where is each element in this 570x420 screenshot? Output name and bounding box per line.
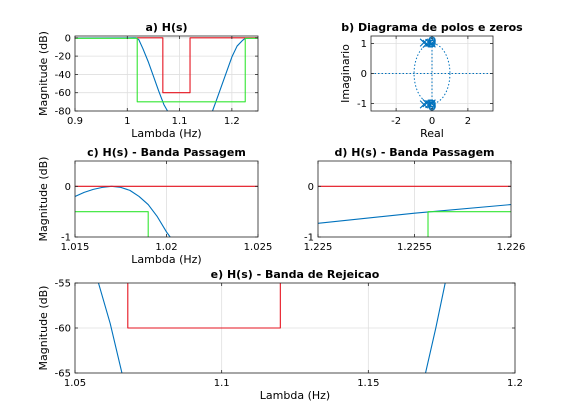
chart-title: a) H(s): [145, 21, 187, 34]
x-tick-label: 1.15: [357, 378, 379, 389]
panel-c-marks: [75, 185, 258, 237]
x-axis-label: Real: [420, 127, 444, 140]
series-spec_green-line: [427, 211, 511, 237]
series-spec_red-line: [127, 283, 281, 329]
x-tick-label: 1.015: [61, 242, 90, 253]
series-response-line: [318, 204, 511, 224]
y-tick-label: -1: [61, 233, 71, 244]
panel-a-frame: [74, 35, 259, 112]
series-response-line: [75, 185, 171, 237]
x-tick-label: 1: [124, 116, 130, 127]
x-tick-label: 0.9: [67, 116, 83, 127]
panel-e-marks: [97, 283, 446, 373]
x-tick-label: -2: [391, 116, 401, 127]
x-tick-label: 1.226: [497, 242, 526, 253]
x-tick-label: 1.225: [304, 242, 333, 253]
pole-marker: [427, 39, 436, 48]
y-tick-label: -65: [55, 369, 71, 380]
x-tick-label: 0: [429, 116, 435, 127]
series-response-line: [211, 37, 258, 111]
series-spec_green-line: [75, 211, 149, 237]
y-tick-label: 1: [361, 39, 367, 50]
panel-a-marks: [75, 37, 258, 111]
x-tick-label: 1.2255: [397, 242, 432, 253]
y-tick-label: -55: [55, 279, 71, 290]
y-axis-label: Magnitude (dB): [37, 286, 50, 371]
y-tick-label: -60: [55, 88, 71, 99]
x-axis-label: Lambda (Hz): [131, 127, 201, 140]
x-tick-label: 1.1: [172, 116, 188, 127]
panel-a: 0.9 1 1.1 1.2 0 -20 -40 -60 -80 a) H(s) Lambda (Hz…: [37, 21, 259, 140]
chart-title: b) Diagrama de polos e zeros: [341, 21, 523, 34]
y-tick-label: -40: [55, 70, 71, 81]
x-tick-label: 1.025: [244, 242, 273, 253]
x-axis-label: Lambda (Hz): [131, 253, 201, 266]
chart-title: e) H(s) - Banda de Rejeicao: [211, 268, 380, 281]
y-axis-label: Magnitude (dB): [37, 31, 50, 116]
pole-marker: [419, 38, 429, 47]
x-tick-label: 1.05: [64, 378, 86, 389]
series-response-line: [97, 283, 123, 373]
y-tick-label: 0: [65, 182, 71, 193]
series-response-line: [424, 283, 446, 373]
pole-marker: [419, 100, 429, 109]
panel-c: 1.015 1.02 1.025 0 -1 c) H(s) - Banda Passage…: [37, 146, 272, 266]
x-tick-label: 1.02: [155, 242, 177, 253]
x-tick-label: 2: [465, 116, 471, 127]
panel-d: 1.225 1.2255 1.226 0 -1 d) H(s) - Banda Passa…: [304, 146, 526, 253]
y-tick-label: -60: [55, 324, 71, 335]
y-tick-label: -1: [304, 233, 314, 244]
series-spec_green-line: [75, 37, 258, 103]
panel-d-marks: [318, 185, 511, 237]
x-tick-label: 1.2: [224, 116, 240, 127]
panel-b-marks: [371, 36, 493, 111]
x-tick-label: 1.1: [214, 378, 230, 389]
y-axis-label: Imaginario: [339, 44, 352, 103]
panel-e: 1.05 1.1 1.15 1.2 -55 -60 -65 e) H(s) - Banda d…: [37, 268, 523, 402]
y-tick-label: 0: [361, 69, 367, 80]
y-tick-label: -20: [55, 52, 71, 63]
y-tick-label: -1: [357, 99, 367, 110]
y-tick-label: 0: [308, 182, 314, 193]
y-axis-label: Magnitude (dB): [37, 157, 50, 242]
y-tick-label: -80: [55, 107, 71, 118]
series-spec_red-line: [136, 37, 258, 94]
x-tick-label: 1.2: [507, 378, 523, 389]
chart-title: d) H(s) - Banda Passagem: [334, 146, 494, 159]
pole-marker: [427, 99, 436, 108]
x-axis-label: Lambda (Hz): [260, 389, 330, 402]
chart-title: c) H(s) - Banda Passagem: [87, 146, 246, 159]
panel-b: -2 0 2 1 0 -1 b) Diagrama de polos e zeros Real…: [339, 21, 523, 140]
panel-a-plot-area: [75, 36, 258, 111]
y-tick-label: 0: [65, 33, 71, 44]
